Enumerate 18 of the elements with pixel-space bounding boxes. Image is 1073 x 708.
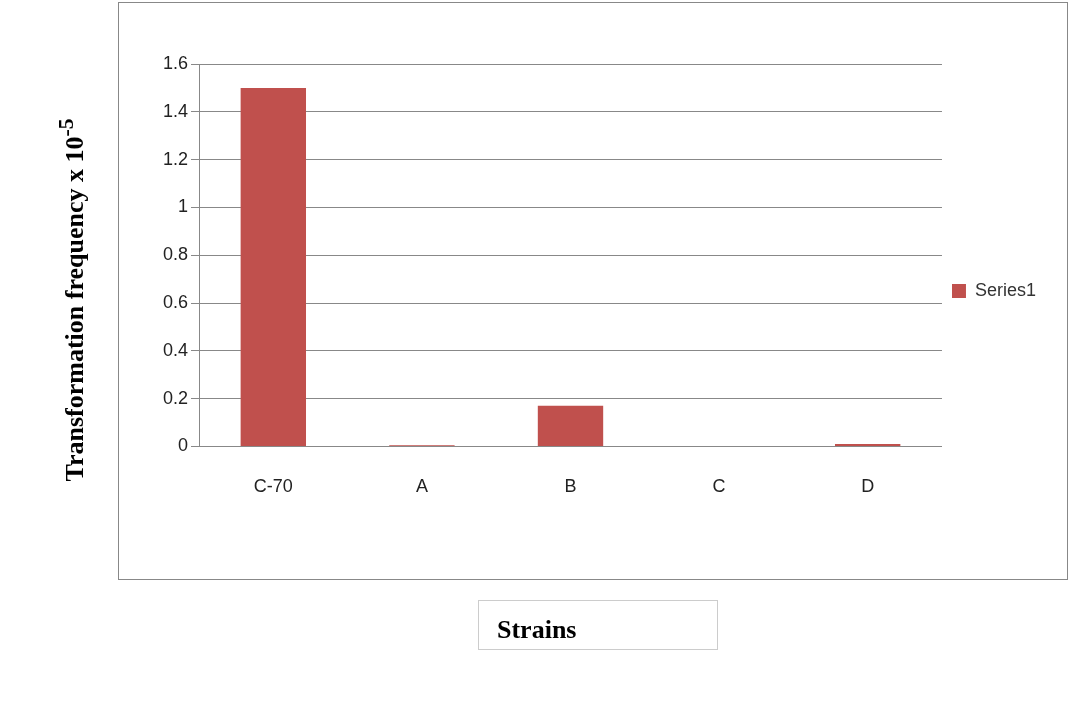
bar <box>537 405 604 446</box>
x-tick-label: B <box>564 476 577 497</box>
y-tick-label: 0.2 <box>162 387 189 408</box>
bar <box>240 87 307 446</box>
x-tick-label: A <box>415 476 428 497</box>
y-tick-label: 0.8 <box>162 244 189 265</box>
x-tick-label: D <box>861 476 875 497</box>
y-tick-label: 0.6 <box>162 291 189 312</box>
x-axis-title: Strains <box>478 600 718 650</box>
y-tick-label: 1.6 <box>162 52 189 73</box>
x-tick-label: C-70 <box>253 476 293 497</box>
y-tick-label: 1.2 <box>162 148 189 169</box>
y-tick-label: 0.4 <box>162 339 189 360</box>
y-tick-label: 1.4 <box>162 100 189 121</box>
y-tick-label: 0 <box>178 435 189 456</box>
legend-label: Series1 <box>974 279 1036 300</box>
x-tick-label: C <box>712 476 726 497</box>
y-tick-label: 1 <box>178 196 189 217</box>
